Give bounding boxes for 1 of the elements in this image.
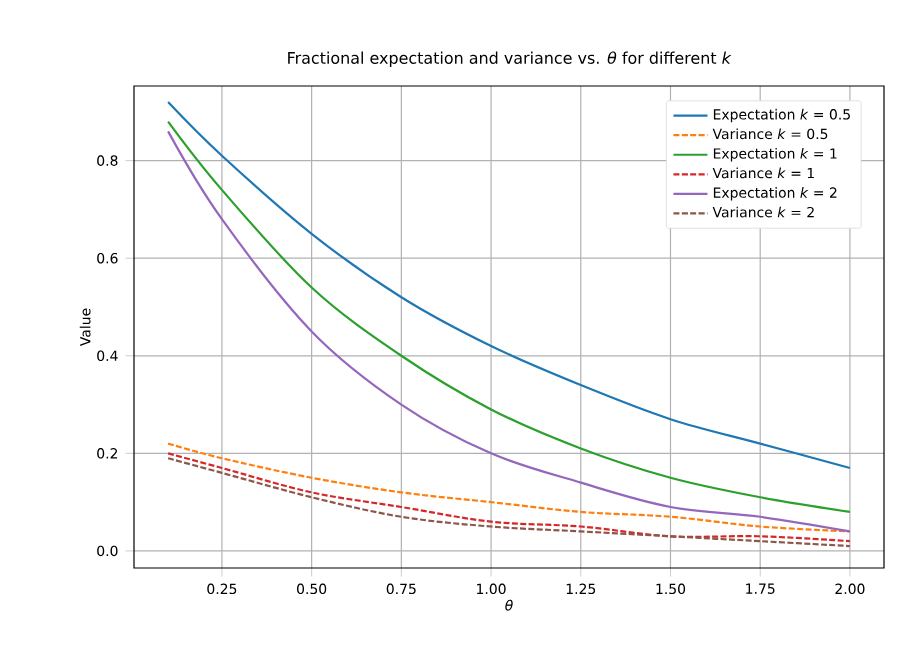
line-series: [166, 100, 852, 470]
